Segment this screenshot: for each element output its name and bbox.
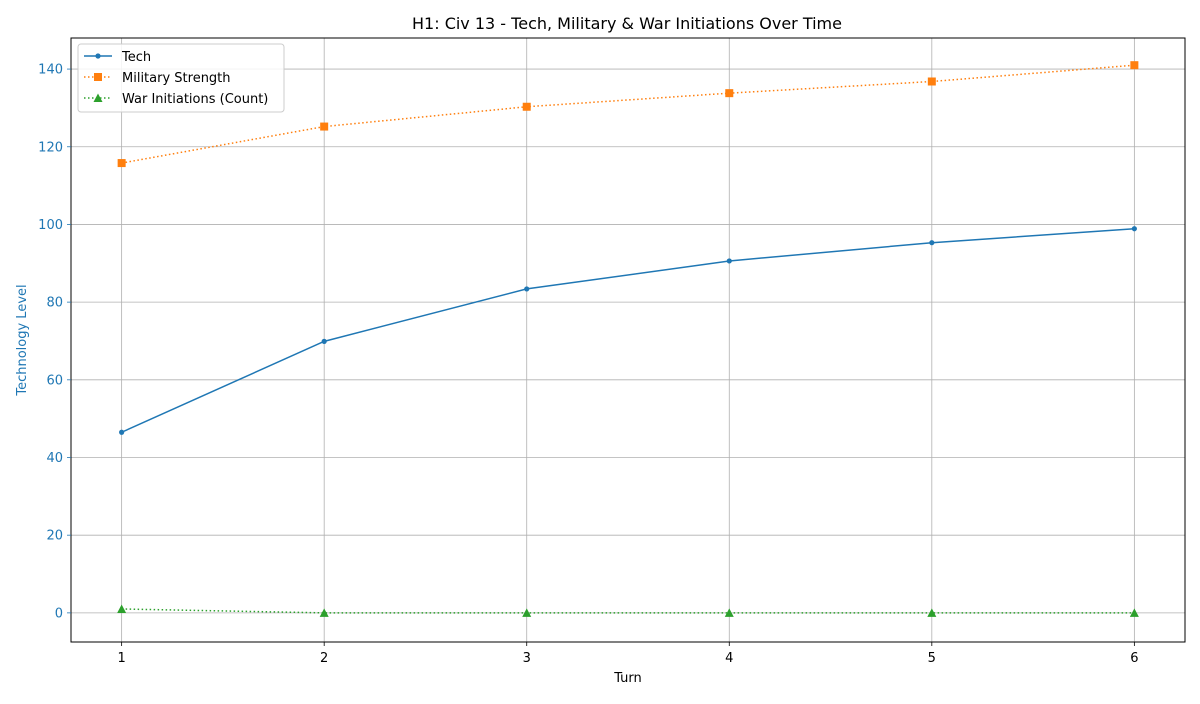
y-tick-label: 120 — [38, 140, 63, 155]
grid — [71, 38, 1185, 642]
data-point-military-strength — [117, 159, 126, 168]
data-point-military-strength — [927, 77, 936, 86]
data-point-tech — [321, 338, 327, 344]
x-tick-label: 3 — [523, 651, 531, 666]
legend-marker-tech — [95, 53, 101, 59]
data-point-tech — [119, 429, 125, 435]
legend-frame — [77, 43, 285, 113]
y-tick-label: 40 — [46, 451, 63, 466]
legend-marker-war — [93, 93, 103, 102]
y-tick-label: 80 — [46, 296, 63, 311]
series-line-military-strength — [121, 64, 1135, 164]
y-tick-label: 0 — [55, 606, 63, 621]
chart-title: H1: Civ 13 - Tech, Military & War Initia… — [412, 14, 842, 33]
y-tick-label: 140 — [38, 63, 63, 78]
series-war-initiations-count — [117, 604, 1139, 617]
legend-entry-war: War Initiations (Count) — [84, 92, 268, 107]
data-point-tech — [1131, 226, 1137, 232]
x-tick-label: 1 — [117, 651, 125, 666]
series-layer — [117, 61, 1139, 617]
data-point-military-strength — [522, 102, 531, 111]
series-line-war-initiations-count — [121, 608, 1135, 614]
y-tick-label: 60 — [46, 373, 63, 388]
legend-entry-military: Military Strength — [84, 71, 231, 86]
data-point-war-initiations-count — [927, 608, 937, 617]
legend-label-war: War Initiations (Count) — [122, 92, 268, 107]
series-military-strength — [117, 61, 1139, 168]
data-point-war-initiations-count — [1129, 608, 1139, 617]
legend-marker-military — [94, 73, 102, 81]
y-tick-label: 20 — [46, 529, 63, 544]
series-line-tech — [121, 227, 1135, 433]
data-point-war-initiations-count — [724, 608, 734, 617]
series-tech — [119, 226, 1137, 435]
x-tick-label: 4 — [725, 651, 733, 666]
data-point-tech — [726, 258, 732, 264]
x-axis-label: Turn — [613, 671, 642, 686]
data-point-military-strength — [1130, 61, 1139, 70]
data-point-war-initiations-count — [522, 608, 532, 617]
x-axis: 1 2 3 4 5 6 — [117, 642, 1139, 666]
y-axis-label: Technology Level — [15, 284, 30, 396]
x-tick-label: 5 — [928, 651, 936, 666]
y-tick-label: 100 — [38, 218, 63, 233]
legend-entry-tech: Tech — [84, 50, 151, 65]
data-point-military-strength — [725, 89, 734, 98]
plot-area — [70, 37, 1186, 643]
legend-label-military: Military Strength — [122, 71, 231, 86]
y-axis: 0 20 40 60 80 100 120 140 — [38, 63, 71, 621]
data-point-war-initiations-count — [319, 608, 329, 617]
legend-label-tech: Tech — [121, 50, 151, 65]
data-point-tech — [524, 286, 530, 292]
data-point-tech — [929, 240, 935, 246]
legend: Tech Military Strength War Initiations (… — [77, 43, 285, 113]
x-tick-label: 2 — [320, 651, 328, 666]
data-point-war-initiations-count — [117, 604, 127, 613]
x-tick-label: 6 — [1130, 651, 1138, 666]
data-point-military-strength — [320, 122, 329, 131]
